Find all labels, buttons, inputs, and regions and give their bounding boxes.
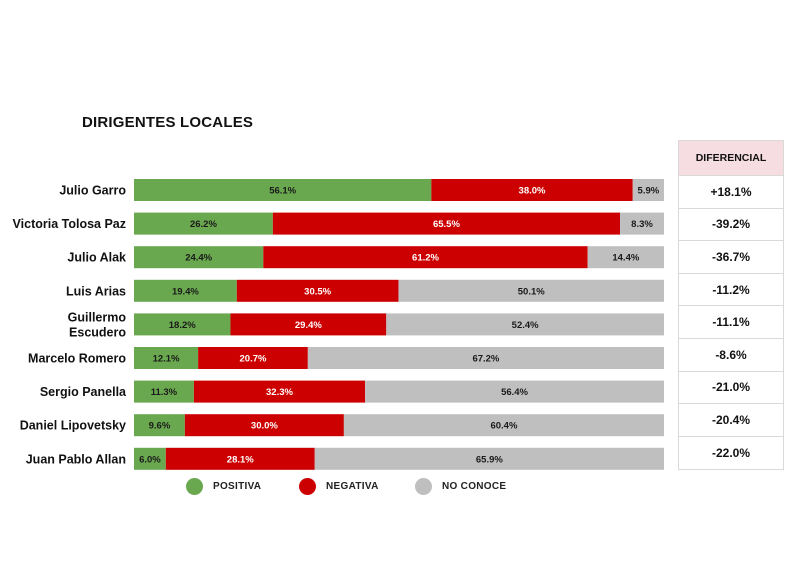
diferencial-header: DIFERENCIAL: [679, 141, 783, 176]
bar-segment-negativa: [230, 313, 387, 336]
diferencial-cell: -39.2%: [679, 209, 783, 242]
data-label: 52.4%: [512, 320, 539, 331]
category-label: Victoria Tolosa Paz: [13, 217, 126, 231]
data-label: 65.5%: [433, 219, 460, 230]
legend-item-positiva: POSITIVA: [186, 478, 261, 495]
data-label: 56.1%: [269, 186, 296, 197]
category-label: Julio Garro: [59, 184, 126, 198]
data-label: 24.4%: [185, 253, 212, 264]
data-label: 12.1%: [153, 354, 180, 365]
data-label: 32.3%: [266, 387, 293, 398]
data-label: 61.2%: [412, 253, 439, 264]
legend-label-no-conoce: NO CONOCE: [442, 481, 507, 492]
bar-segment-positiva: [134, 447, 166, 470]
data-label: 20.7%: [240, 354, 267, 365]
data-label: 11.3%: [151, 387, 178, 398]
bar-segment-no-conoce: [587, 246, 664, 269]
diferencial-cell: -20.4%: [679, 404, 783, 437]
bar-segment-no-conoce: [343, 414, 664, 437]
legend-swatch-positiva: [186, 478, 203, 495]
bar-segment-positiva: [134, 279, 237, 302]
legend-label-positiva: POSITIVA: [213, 481, 262, 492]
data-label: 50.1%: [518, 286, 545, 297]
category-label: Luis Arias: [66, 284, 126, 298]
bar-segment-positiva: [134, 246, 264, 269]
legend-swatch-negativa: [299, 478, 316, 495]
data-label: 19.4%: [172, 286, 199, 297]
data-label: 65.9%: [476, 454, 503, 465]
bar-segment-no-conoce: [632, 179, 664, 201]
diferencial-cell: -11.2%: [679, 274, 783, 307]
bar-segment-no-conoce: [620, 212, 664, 235]
bar-segment-positiva: [134, 313, 231, 336]
diferencial-cell: +18.1%: [679, 176, 783, 209]
chart-legend: POSITIVA NEGATIVA NO CONOCE: [0, 478, 800, 500]
bar-segment-positiva: [134, 347, 199, 369]
bar-segment-negativa: [431, 179, 633, 201]
data-label: 30.5%: [304, 286, 331, 297]
data-label: 9.6%: [149, 421, 171, 432]
bar-segment-positiva: [134, 380, 194, 403]
diferencial-cell: -11.1%: [679, 306, 783, 339]
chart-title: DIRIGENTES LOCALES: [82, 114, 254, 131]
bar-segment-no-conoce: [386, 313, 664, 336]
category-label: Guillermo Escudero: [68, 310, 127, 339]
category-label: Marcelo Romero: [28, 352, 126, 366]
category-label: Julio Alak: [67, 251, 126, 265]
data-label: 67.2%: [472, 354, 499, 365]
bar-segment-positiva: [134, 414, 185, 437]
bar-segment-positiva: [134, 179, 432, 201]
data-label: 28.1%: [227, 454, 254, 465]
bar-segment-negativa: [184, 414, 344, 437]
legend-item-no-conoce: NO CONOCE: [415, 478, 506, 495]
category-label: Sergio Panella: [40, 385, 127, 399]
diferencial-cell: -36.7%: [679, 241, 783, 274]
data-label: 18.2%: [169, 320, 196, 331]
data-label: 30.0%: [251, 421, 278, 432]
bar-segment-positiva: [134, 212, 273, 235]
data-label: 60.4%: [490, 421, 517, 432]
bar-segment-negativa: [193, 380, 366, 403]
data-label: 8.3%: [631, 219, 653, 230]
data-label: 29.4%: [295, 320, 322, 331]
bar-segment-negativa: [263, 246, 588, 269]
diferencial-column: DIFERENCIAL +18.1% -39.2% -36.7% -11.2% …: [678, 140, 784, 471]
data-label: 56.4%: [501, 387, 528, 398]
legend-label-negativa: NEGATIVA: [326, 481, 379, 492]
data-label: 38.0%: [519, 186, 546, 197]
bar-segment-no-conoce: [365, 380, 664, 403]
bar-segment-negativa: [236, 279, 399, 302]
bar-segment-no-conoce: [398, 279, 664, 302]
bar-segment-no-conoce: [314, 447, 664, 470]
diferencial-cell: -8.6%: [679, 339, 783, 372]
diferencial-cell: -21.0%: [679, 372, 783, 405]
category-label: Juan Pablo Allan: [26, 452, 126, 466]
data-label: 14.4%: [612, 253, 639, 264]
legend-swatch-no-conoce: [415, 478, 432, 495]
bar-segment-negativa: [272, 212, 621, 235]
data-label: 5.9%: [638, 186, 660, 197]
data-label: 26.2%: [190, 219, 217, 230]
category-label: Daniel Lipovetsky: [20, 419, 126, 433]
bar-segment-negativa: [198, 347, 308, 369]
diferencial-cell: -22.0%: [711, 446, 751, 461]
bar-segment-negativa: [165, 447, 315, 470]
bar-segment-no-conoce: [307, 347, 664, 369]
data-label: 6.0%: [139, 454, 161, 465]
legend-item-negativa: NEGATIVA: [299, 478, 379, 495]
